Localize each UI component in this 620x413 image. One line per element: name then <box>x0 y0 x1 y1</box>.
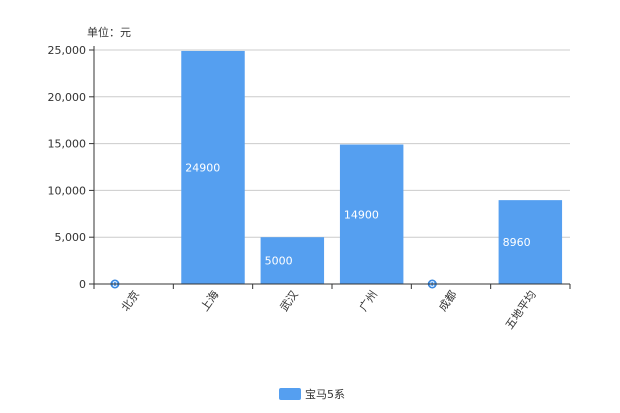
x-tick-label: 武汉 <box>278 288 301 313</box>
bar[interactable] <box>181 50 245 284</box>
x-axis: 北京 上海 武汉 广州 成都 五地平均 <box>93 283 571 332</box>
x-tick-label: 上海 <box>197 288 221 314</box>
bar[interactable] <box>498 200 563 284</box>
y-tick-label: 0 <box>79 278 86 291</box>
bar-value-label: 8960 <box>503 236 531 249</box>
bar[interactable] <box>339 144 404 284</box>
y-tick-label: 5,000 <box>55 231 87 244</box>
x-tick-label: 北京 <box>118 288 142 314</box>
unit-label: 单位：元 <box>87 25 131 39</box>
y-tick-label: 25,000 <box>48 44 87 57</box>
legend[interactable]: 宝马5系 <box>279 387 345 401</box>
bar-value-label: 5000 <box>265 255 293 268</box>
x-tick-label: 广州 <box>357 288 380 313</box>
legend-swatch[interactable] <box>279 388 301 400</box>
x-tick-label: 五地平均 <box>503 288 539 331</box>
y-tick-label: 10,000 <box>48 184 87 197</box>
bar[interactable] <box>260 237 325 284</box>
y-tick-label: 20,000 <box>48 91 87 104</box>
y-axis: 0 5,000 10,000 15,000 20,000 25,000 <box>48 44 95 291</box>
legend-label[interactable]: 宝马5系 <box>305 387 345 401</box>
y-tick-label: 15,000 <box>48 138 87 151</box>
bar-value-label: 14900 <box>344 208 379 221</box>
x-tick-label: 成都 <box>436 288 459 313</box>
bars: 02490050001490008960 <box>110 50 563 289</box>
bar-value-label: 24900 <box>185 161 220 174</box>
gridlines <box>94 49 570 238</box>
